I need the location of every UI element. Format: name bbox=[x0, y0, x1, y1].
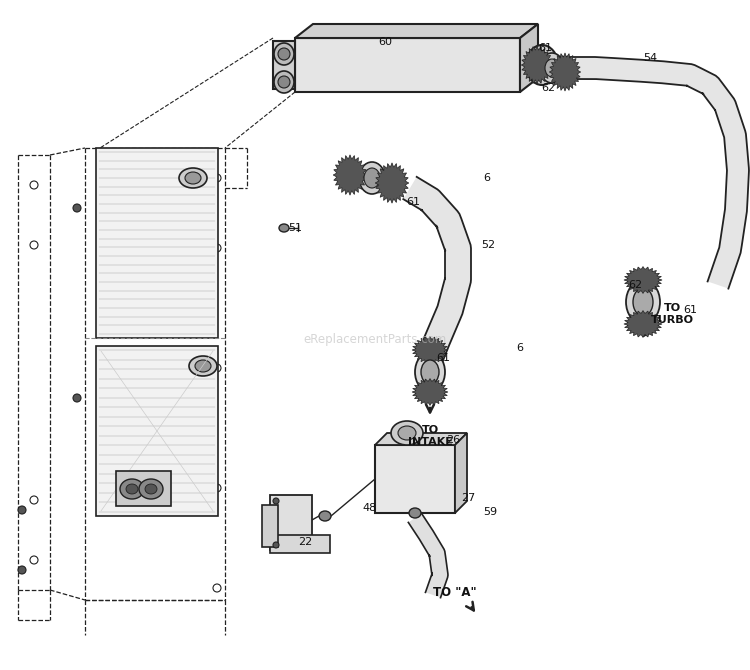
Ellipse shape bbox=[364, 168, 380, 188]
Ellipse shape bbox=[274, 43, 294, 65]
Polygon shape bbox=[375, 163, 409, 203]
Ellipse shape bbox=[545, 59, 559, 77]
Ellipse shape bbox=[139, 479, 163, 499]
Text: INTAKE: INTAKE bbox=[407, 437, 452, 447]
Bar bbox=[375, 445, 455, 513]
Polygon shape bbox=[520, 24, 538, 92]
Ellipse shape bbox=[273, 498, 279, 504]
Polygon shape bbox=[549, 53, 580, 91]
Ellipse shape bbox=[273, 542, 279, 548]
Text: TO "A": TO "A" bbox=[433, 586, 477, 598]
Polygon shape bbox=[295, 24, 538, 38]
Text: 26: 26 bbox=[446, 435, 460, 445]
Bar bbox=[270, 495, 312, 550]
Ellipse shape bbox=[319, 511, 331, 521]
Polygon shape bbox=[404, 177, 471, 363]
Text: TO: TO bbox=[422, 425, 439, 435]
Text: 48: 48 bbox=[363, 503, 377, 513]
Ellipse shape bbox=[213, 364, 221, 372]
Ellipse shape bbox=[409, 508, 421, 518]
Text: 61: 61 bbox=[683, 305, 697, 315]
Bar bbox=[96, 346, 218, 516]
Ellipse shape bbox=[185, 172, 201, 184]
Ellipse shape bbox=[120, 479, 144, 499]
Ellipse shape bbox=[540, 53, 564, 83]
Ellipse shape bbox=[18, 506, 26, 514]
Ellipse shape bbox=[278, 76, 290, 88]
Ellipse shape bbox=[195, 360, 211, 372]
Ellipse shape bbox=[30, 241, 38, 249]
Text: TO: TO bbox=[664, 303, 680, 313]
Bar bbox=[273, 41, 295, 89]
Text: 60: 60 bbox=[378, 37, 392, 47]
Text: 27: 27 bbox=[460, 493, 476, 503]
Text: 22: 22 bbox=[298, 537, 312, 547]
Ellipse shape bbox=[213, 174, 221, 182]
Polygon shape bbox=[624, 267, 662, 293]
Ellipse shape bbox=[30, 556, 38, 564]
Ellipse shape bbox=[391, 421, 423, 445]
Text: 6: 6 bbox=[484, 173, 490, 183]
Ellipse shape bbox=[274, 71, 294, 93]
Ellipse shape bbox=[626, 280, 660, 324]
Ellipse shape bbox=[421, 360, 439, 384]
Ellipse shape bbox=[633, 288, 653, 316]
Text: 61: 61 bbox=[436, 353, 450, 363]
Ellipse shape bbox=[526, 45, 558, 85]
Text: TURBO: TURBO bbox=[650, 315, 694, 325]
Ellipse shape bbox=[213, 484, 221, 492]
Polygon shape bbox=[521, 46, 553, 84]
Bar bbox=[262, 505, 278, 547]
Text: 59: 59 bbox=[483, 507, 497, 517]
Ellipse shape bbox=[18, 566, 26, 574]
Ellipse shape bbox=[213, 244, 221, 252]
Bar bbox=[116, 471, 171, 506]
Text: 62: 62 bbox=[628, 280, 642, 290]
Polygon shape bbox=[412, 379, 448, 405]
Text: 54: 54 bbox=[643, 53, 657, 63]
Ellipse shape bbox=[415, 352, 445, 392]
Polygon shape bbox=[412, 336, 448, 363]
Text: eReplacementParts.com: eReplacementParts.com bbox=[303, 334, 447, 346]
Bar bbox=[96, 148, 218, 338]
Ellipse shape bbox=[30, 496, 38, 504]
Polygon shape bbox=[624, 311, 662, 338]
Polygon shape bbox=[333, 155, 367, 195]
Ellipse shape bbox=[73, 394, 81, 402]
Ellipse shape bbox=[126, 484, 138, 494]
Ellipse shape bbox=[532, 52, 552, 78]
Text: 61: 61 bbox=[406, 197, 420, 207]
Text: 51: 51 bbox=[288, 223, 302, 233]
Ellipse shape bbox=[279, 224, 289, 232]
Ellipse shape bbox=[189, 356, 217, 376]
Ellipse shape bbox=[73, 204, 81, 212]
Ellipse shape bbox=[359, 162, 385, 194]
Text: 52: 52 bbox=[481, 240, 495, 250]
Ellipse shape bbox=[278, 48, 290, 60]
Polygon shape bbox=[455, 433, 467, 513]
Text: 6: 6 bbox=[517, 343, 524, 353]
Polygon shape bbox=[375, 433, 467, 445]
Ellipse shape bbox=[213, 584, 221, 592]
Bar bbox=[270, 535, 330, 553]
Ellipse shape bbox=[145, 484, 157, 494]
Polygon shape bbox=[560, 57, 749, 289]
Ellipse shape bbox=[179, 168, 207, 188]
Ellipse shape bbox=[30, 181, 38, 189]
Text: 62: 62 bbox=[541, 83, 555, 93]
Ellipse shape bbox=[398, 426, 416, 440]
Polygon shape bbox=[408, 514, 448, 598]
Text: 61: 61 bbox=[538, 43, 552, 53]
Bar bbox=[295, 38, 520, 92]
